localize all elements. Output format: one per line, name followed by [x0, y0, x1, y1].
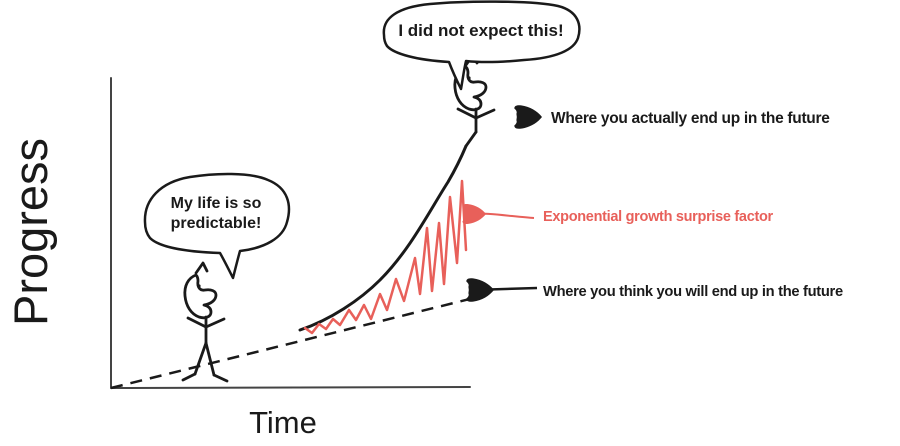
svg-text:I did not expect this!: I did not expect this!	[398, 21, 563, 40]
svg-text:My life is so: My life is so	[171, 195, 262, 212]
svg-text:Time: Time	[249, 405, 317, 440]
svg-text:Exponential growth surprise fa: Exponential growth surprise factor	[543, 209, 774, 225]
svg-text:predictable!: predictable!	[171, 215, 262, 232]
svg-text:Where you actually end up in t: Where you actually end up in the future	[551, 110, 830, 127]
svg-text:Progress: Progress	[4, 138, 57, 326]
svg-text:Where you think you will end u: Where you think you will end up in the f…	[543, 284, 843, 300]
